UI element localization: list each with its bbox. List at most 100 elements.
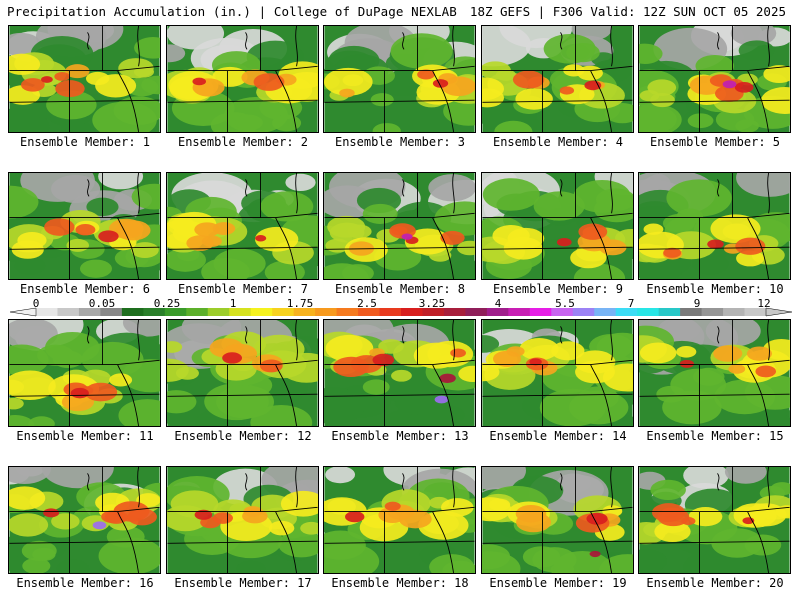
precip-contour: [9, 513, 49, 537]
precip-contour: [681, 517, 696, 526]
state-boundary: [432, 511, 454, 573]
precip-contour: [370, 93, 394, 107]
state-boundary: [137, 173, 140, 214]
precip-contour: [79, 259, 112, 278]
state-boundary: [87, 179, 90, 197]
precip-contour: [108, 218, 144, 239]
colorbar-swatch: [658, 308, 681, 316]
colorbar-swatch: [336, 308, 359, 316]
colorbar-arrow-right: [765, 307, 793, 317]
precip-contour: [378, 339, 404, 354]
state-boundary: [452, 320, 455, 361]
precip-contour: [651, 503, 686, 522]
state-boundary: [167, 540, 318, 544]
precip-contour: [434, 201, 475, 236]
ensemble-member-map: [166, 25, 319, 133]
state-boundary: [452, 26, 455, 67]
precip-contour: [441, 498, 474, 517]
precip-contour: [194, 509, 213, 520]
precip-contour: [45, 331, 100, 364]
precip-contour: [264, 260, 305, 279]
colorbar-swatch: [229, 308, 252, 316]
state-boundary: [717, 179, 720, 197]
precip-contour: [28, 416, 55, 426]
ensemble-member-label: Ensemble Member: 20: [646, 576, 784, 590]
colorbar-tick-label: 4: [494, 297, 502, 310]
state-boundary: [137, 320, 140, 361]
colorbar-swatch: [443, 308, 466, 316]
precip-contour: [9, 320, 58, 350]
precip-contour: [236, 560, 266, 573]
state-boundary: [432, 65, 475, 71]
precip-contour: [735, 237, 766, 255]
precip-contour: [482, 335, 500, 353]
precip-contour: [98, 173, 144, 190]
precip-contour: [121, 359, 160, 393]
state-boundary: [717, 473, 720, 491]
ensemble-member-map: [323, 466, 476, 574]
state-boundary: [747, 506, 790, 512]
precip-contour: [589, 550, 601, 558]
precip-contour: [194, 222, 220, 237]
state-boundary: [610, 173, 613, 214]
precip-contour: [519, 337, 559, 361]
state-boundary: [560, 326, 563, 344]
precip-contour: [51, 513, 80, 530]
precip-contour: [186, 235, 214, 251]
state-boundary: [137, 26, 140, 67]
colorbar-tick-label: 0.25: [153, 297, 181, 310]
precip-contour: [118, 58, 154, 79]
ensemble-member-label: Ensemble Member: 12: [174, 429, 312, 443]
precip-contour: [167, 44, 186, 63]
precip-contour: [417, 69, 435, 80]
precip-contour: [458, 365, 475, 383]
precip-contour: [551, 341, 585, 361]
precip-contour: [21, 540, 57, 561]
state-boundary: [245, 179, 248, 197]
state-boundary: [560, 473, 563, 491]
state-boundary: [747, 217, 769, 279]
state-boundary: [167, 99, 318, 103]
precip-contour: [529, 358, 542, 366]
precip-contour: [41, 76, 53, 83]
state-boundary: [9, 246, 160, 250]
colorbar-swatch: [401, 308, 423, 316]
state-boundary: [717, 32, 720, 50]
state-boundary: [117, 364, 139, 426]
precip-contour: [730, 26, 777, 47]
precip-contour: [482, 178, 540, 211]
precip-contour: [515, 504, 547, 523]
state-boundary: [432, 217, 454, 279]
precip-contour: [372, 353, 395, 367]
ensemble-member-map: [323, 25, 476, 133]
precip-contour: [724, 467, 767, 484]
precip-contour: [285, 173, 316, 192]
colorbar-swatch: [293, 308, 316, 316]
precip-contour: [705, 320, 761, 347]
colorbar-swatch: [680, 308, 703, 316]
precip-contour: [95, 74, 137, 98]
state-boundary: [117, 359, 160, 365]
state-boundary: [167, 246, 318, 250]
state-boundary: [117, 70, 139, 132]
ensemble-member-label: Ensemble Member: 8: [334, 282, 466, 296]
state-boundary: [560, 179, 563, 197]
ensemble-member-map: [481, 319, 634, 427]
colorbar-swatch: [379, 308, 402, 316]
state-boundary: [590, 511, 612, 573]
state-boundary: [275, 511, 297, 573]
colorbar-swatch: [572, 308, 595, 316]
precip-contour: [573, 179, 631, 213]
ensemble-member-label: Ensemble Member: 3: [334, 135, 466, 149]
state-boundary: [295, 26, 298, 67]
precip-contour: [639, 342, 677, 364]
precip-contour: [666, 179, 732, 217]
state-boundary: [324, 393, 475, 397]
ensemble-member-label: Ensemble Member: 17: [174, 576, 312, 590]
precip-contour: [398, 509, 432, 529]
state-boundary: [245, 326, 248, 344]
precip-contour: [577, 65, 603, 81]
state-boundary: [275, 70, 297, 132]
state-boundary: [9, 99, 160, 103]
precip-contour: [212, 512, 233, 524]
